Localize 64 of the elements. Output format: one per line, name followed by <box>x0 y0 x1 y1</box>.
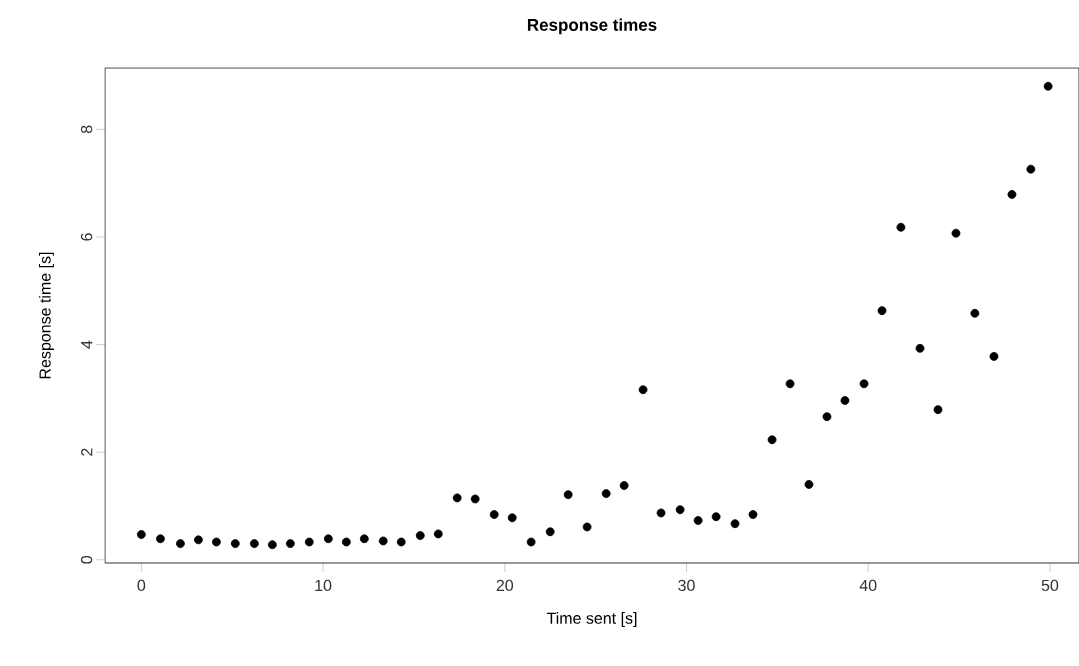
point <box>933 405 943 415</box>
chart-title: Response times <box>527 18 657 35</box>
point <box>767 435 777 445</box>
point <box>194 535 203 545</box>
point <box>267 540 277 550</box>
point <box>489 510 499 519</box>
point <box>840 396 850 405</box>
point <box>396 537 406 547</box>
x-tick-label: 30 <box>678 579 695 592</box>
point <box>563 490 573 500</box>
point <box>896 222 906 232</box>
point <box>230 539 240 549</box>
x-tick-label: 0 <box>137 579 146 592</box>
y-tick-label: 0 <box>80 555 93 564</box>
x-tick-label: 10 <box>315 579 332 592</box>
y-tick-label: 6 <box>80 233 93 241</box>
point <box>526 537 536 547</box>
point <box>452 493 462 503</box>
point <box>433 529 443 539</box>
point <box>156 534 165 544</box>
point <box>378 536 388 546</box>
point <box>323 534 333 544</box>
point <box>951 228 961 238</box>
point <box>359 534 369 544</box>
point <box>545 527 555 537</box>
point <box>249 539 259 549</box>
point <box>176 539 185 549</box>
point <box>970 308 980 318</box>
point <box>877 306 887 316</box>
point <box>711 512 721 522</box>
point <box>915 343 925 353</box>
point <box>619 481 629 490</box>
y-axis-title: Response time [s] <box>38 252 54 379</box>
point <box>285 539 295 549</box>
point <box>859 379 869 389</box>
point <box>785 379 795 389</box>
point <box>822 412 832 422</box>
point <box>730 519 740 529</box>
point <box>1026 164 1036 174</box>
point <box>638 385 648 395</box>
point <box>693 516 703 525</box>
point <box>507 513 517 523</box>
point <box>136 530 146 539</box>
point <box>415 531 425 540</box>
point <box>1007 190 1017 199</box>
point <box>989 351 999 361</box>
y-tick-label: 2 <box>81 448 93 456</box>
point <box>748 510 758 519</box>
point <box>582 522 592 532</box>
x-axis-title: Time sent [s] <box>546 612 637 628</box>
point <box>341 537 351 547</box>
x-tick-label: 40 <box>859 579 877 592</box>
x-tick-label: 20 <box>496 579 514 592</box>
point <box>675 505 685 515</box>
point <box>304 537 314 547</box>
y-tick-label: 8 <box>80 125 93 134</box>
point <box>804 480 814 489</box>
x-tick-label: 50 <box>1041 579 1059 592</box>
point <box>470 494 480 504</box>
point <box>212 537 221 547</box>
point <box>1043 81 1053 91</box>
y-tick-label: 4 <box>81 340 93 349</box>
point <box>601 489 611 498</box>
point <box>656 508 666 518</box>
